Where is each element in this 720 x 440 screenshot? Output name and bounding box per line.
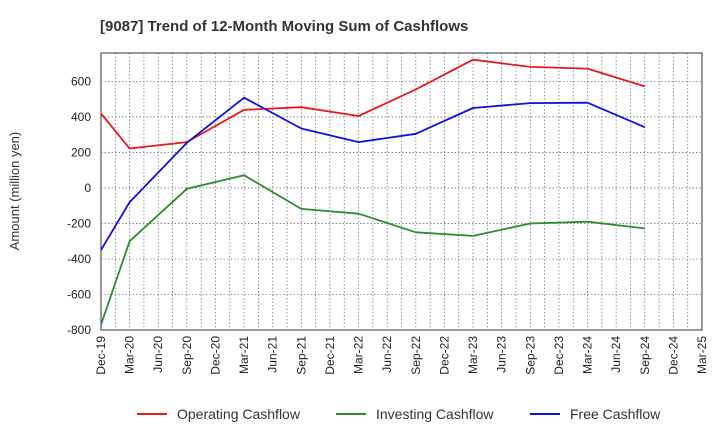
x-tick-label: Sep-21: [294, 336, 308, 375]
legend-item: Operating Cashflow: [137, 406, 301, 422]
x-tick-label: Jun-22: [380, 336, 394, 373]
y-tick-label: -600: [67, 287, 91, 301]
x-axis-ticks: Dec-19 Mar-20 Jun-20 Sep-20 Dec-20 Mar-21 Jun-…: [94, 336, 709, 375]
x-tick-label: Jun-20: [151, 336, 165, 373]
legend-label: Investing Cashflow: [376, 406, 494, 422]
x-tick-label: Jun-23: [495, 336, 509, 373]
y-tick-label: -200: [67, 216, 91, 230]
x-tick-label: Mar-20: [123, 336, 137, 374]
y-tick-label: -400: [67, 252, 91, 266]
x-tick-label: Dec-20: [208, 336, 222, 375]
grid-lines: [101, 52, 702, 330]
legend-item: Investing Cashflow: [336, 406, 494, 422]
x-tick-label: Mar-22: [352, 336, 366, 374]
y-axis-ticks: -800 -600 -400 -200 0 200 400 600: [67, 74, 91, 337]
x-tick-label: Mar-23: [466, 336, 480, 374]
legend-label: Free Cashflow: [570, 406, 661, 422]
x-tick-label: Sep-24: [638, 336, 652, 375]
x-tick-label: Dec-24: [666, 336, 680, 375]
x-tick-label: Jun-24: [609, 336, 623, 373]
y-tick-label: 0: [84, 181, 91, 195]
y-tick-label: 200: [71, 145, 91, 159]
legend-item: Free Cashflow: [530, 406, 661, 422]
x-tick-label: Dec-21: [323, 336, 337, 375]
series-line-operating-cashflow: [100, 58, 646, 150]
x-tick-label: Dec-23: [552, 336, 566, 375]
series-line-free-cashflow: [100, 96, 646, 251]
series-line-investing-cashflow: [100, 174, 645, 325]
chart-title: [9087] Trend of 12-Month Moving Sum of C…: [100, 18, 468, 35]
x-tick-label: Dec-19: [94, 336, 108, 375]
x-tick-label: Mar-24: [581, 336, 595, 374]
x-tick-label: Sep-23: [523, 336, 537, 375]
legend-label: Operating Cashflow: [177, 406, 301, 422]
legend: Operating Cashflow Investing Cashflow Free…: [137, 406, 661, 422]
x-tick-label: Sep-20: [180, 336, 194, 375]
y-tick-label: 600: [71, 74, 91, 88]
y-axis-label: Amount (million yen): [7, 132, 22, 251]
y-tick-label: -800: [67, 323, 91, 337]
y-tick-label: 400: [71, 110, 91, 124]
series-lines: [100, 58, 646, 325]
x-tick-label: Jun-21: [266, 336, 280, 373]
x-tick-label: Mar-25: [695, 336, 709, 374]
x-tick-label: Mar-21: [237, 336, 251, 374]
x-tick-label: Dec-22: [437, 336, 451, 375]
x-tick-label: Sep-22: [409, 336, 423, 375]
